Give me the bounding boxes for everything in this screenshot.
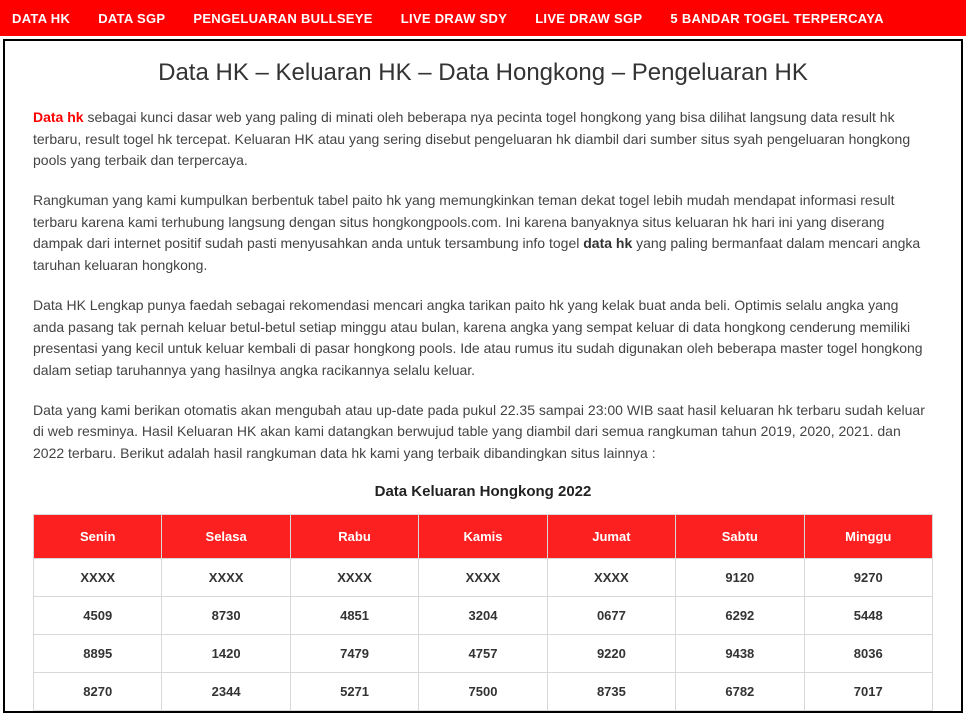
cell: 4851 [290, 596, 418, 634]
intro-text-1: sebagai kunci dasar web yang paling di m… [33, 109, 910, 168]
cell: 7017 [804, 672, 932, 710]
nav-link-5-bandar[interactable]: 5 BANDAR TOGEL TERPERCAYA [670, 11, 883, 26]
cell: XXXX [547, 558, 675, 596]
col-minggu: Minggu [804, 514, 932, 558]
cell: 8270 [34, 672, 162, 710]
col-selasa: Selasa [162, 514, 290, 558]
table-row: 4509 8730 4851 3204 0677 6292 5448 [34, 596, 933, 634]
data-hk-keyword: Data hk [33, 109, 84, 125]
cell: 6292 [676, 596, 804, 634]
cell: 7479 [290, 634, 418, 672]
nav-link-data-sgp[interactable]: DATA SGP [98, 11, 165, 26]
cell: 4757 [419, 634, 547, 672]
nav-link-live-draw-sdy[interactable]: LIVE DRAW SDY [401, 11, 507, 26]
table-title: Data Keluaran Hongkong 2022 [33, 483, 933, 500]
table-header-row: Senin Selasa Rabu Kamis Jumat Sabtu Ming… [34, 514, 933, 558]
intro-paragraph-1: Data hk sebagai kunci dasar web yang pal… [33, 107, 933, 172]
cell: 5448 [804, 596, 932, 634]
table-row: XXXX XXXX XXXX XXXX XXXX 9120 9270 [34, 558, 933, 596]
cell: 8895 [34, 634, 162, 672]
cell: 8735 [547, 672, 675, 710]
cell: 0677 [547, 596, 675, 634]
cell: 9120 [676, 558, 804, 596]
intro-paragraph-3: Data HK Lengkap punya faedah sebagai rek… [33, 295, 933, 382]
nav-link-pengeluaran-bullseye[interactable]: PENGELUARAN BULLSEYE [193, 11, 372, 26]
intro-paragraph-4: Data yang kami berikan otomatis akan men… [33, 400, 933, 465]
cell: 6782 [676, 672, 804, 710]
cell: 8730 [162, 596, 290, 634]
cell: 8036 [804, 634, 932, 672]
col-sabtu: Sabtu [676, 514, 804, 558]
content-frame: Data HK – Keluaran HK – Data Hongkong – … [3, 39, 963, 713]
data-hk-bold: data hk [583, 235, 632, 251]
cell: 5271 [290, 672, 418, 710]
nav-link-live-draw-sgp[interactable]: LIVE DRAW SGP [535, 11, 642, 26]
table-row: 8895 1420 7479 4757 9220 9438 8036 [34, 634, 933, 672]
cell: XXXX [419, 558, 547, 596]
cell: 9220 [547, 634, 675, 672]
cell: 9270 [804, 558, 932, 596]
intro-paragraph-2: Rangkuman yang kami kumpulkan berbentuk … [33, 190, 933, 277]
col-senin: Senin [34, 514, 162, 558]
cell: 2344 [162, 672, 290, 710]
col-rabu: Rabu [290, 514, 418, 558]
top-navbar: DATA HK DATA SGP PENGELUARAN BULLSEYE LI… [0, 0, 966, 36]
cell: XXXX [162, 558, 290, 596]
col-kamis: Kamis [419, 514, 547, 558]
nav-link-data-hk[interactable]: DATA HK [12, 11, 70, 26]
table-body: XXXX XXXX XXXX XXXX XXXX 9120 9270 4509 … [34, 558, 933, 710]
col-jumat: Jumat [547, 514, 675, 558]
main-content: Data HK – Keluaran HK – Data Hongkong – … [5, 41, 961, 711]
cell: 9438 [676, 634, 804, 672]
table-row: 8270 2344 5271 7500 8735 6782 7017 [34, 672, 933, 710]
page-title: Data HK – Keluaran HK – Data Hongkong – … [33, 59, 933, 87]
cell: 7500 [419, 672, 547, 710]
keluaran-table: Senin Selasa Rabu Kamis Jumat Sabtu Ming… [33, 514, 933, 711]
cell: XXXX [290, 558, 418, 596]
cell: 4509 [34, 596, 162, 634]
cell: 3204 [419, 596, 547, 634]
cell: XXXX [34, 558, 162, 596]
cell: 1420 [162, 634, 290, 672]
